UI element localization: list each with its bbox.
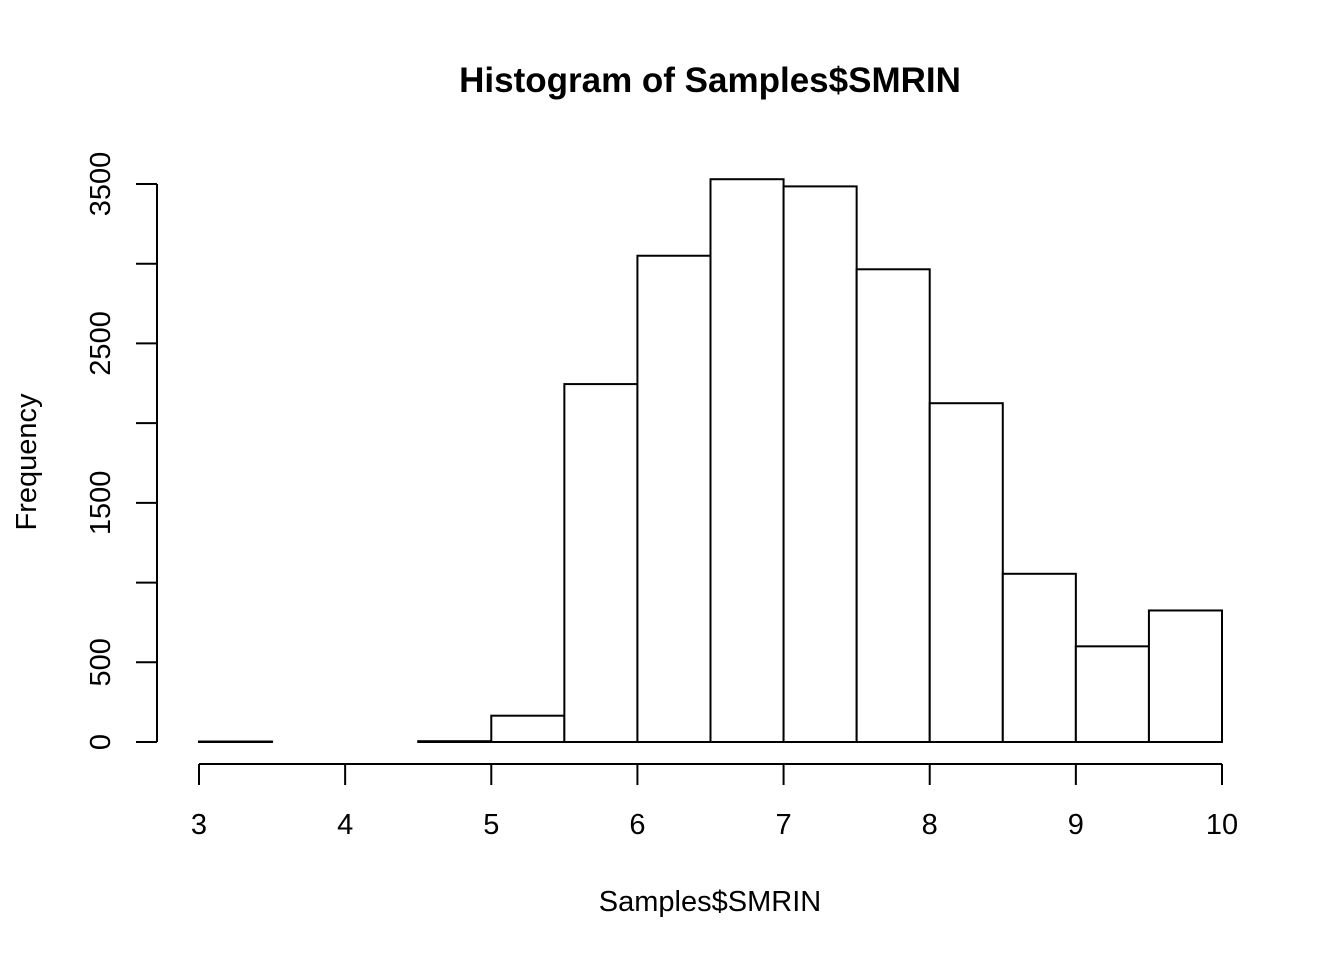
x-axis: 3 4 5 6 7 8 9 10 [191, 763, 1238, 841]
x-tick-label: 9 [1068, 809, 1084, 841]
x-tick-label: 5 [483, 809, 499, 841]
y-axis-title: Frequency [11, 393, 43, 531]
histogram-bar [1001, 572, 1077, 743]
histogram-bar [417, 740, 493, 744]
y-tick-label: 0 [85, 734, 117, 750]
x-tick-label: 10 [1206, 809, 1238, 841]
histogram-bar [709, 178, 785, 743]
histogram-bar [855, 268, 931, 743]
histogram-bar [563, 383, 639, 743]
y-tick-label: 3500 [85, 152, 117, 217]
histogram-bar [1074, 645, 1150, 743]
x-tick-label: 6 [629, 809, 645, 841]
y-axis: 0 500 1500 2500 3500 [85, 152, 158, 750]
chart-title: Histogram of Samples$SMRIN [459, 61, 961, 100]
histogram-bar [636, 254, 712, 743]
y-tick-label: 500 [85, 638, 117, 686]
x-tick-label: 7 [776, 809, 792, 841]
histogram-bar [1147, 609, 1224, 743]
x-tick-label: 3 [191, 809, 207, 841]
y-tick-label: 2500 [85, 311, 117, 376]
x-tick-label: 4 [337, 809, 353, 841]
histogram-bar [490, 714, 566, 743]
histogram-bar [928, 402, 1004, 743]
x-axis-title: Samples$SMRIN [599, 886, 821, 918]
y-tick-label: 1500 [85, 471, 117, 536]
bars-group [198, 178, 1224, 744]
histogram-bar [782, 185, 858, 744]
x-tick-label: 8 [922, 809, 938, 841]
